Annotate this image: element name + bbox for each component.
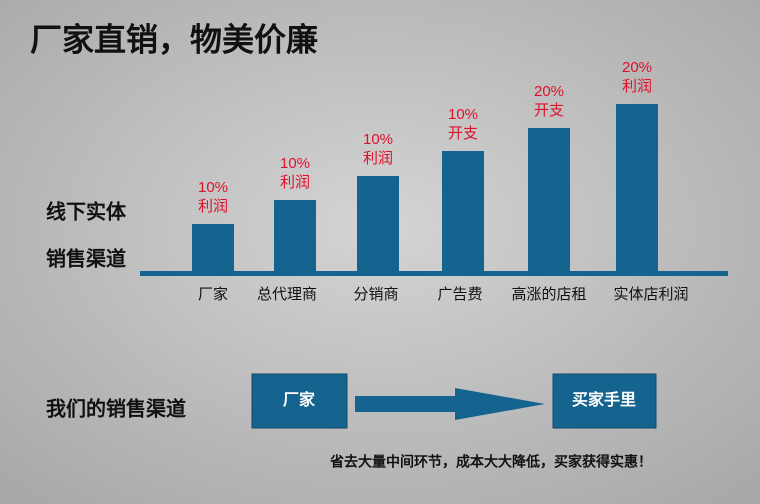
bar	[192, 224, 234, 273]
bar-percent: 10%	[198, 179, 228, 196]
from-label: 厂家	[283, 390, 316, 409]
category-label: 实体店利润	[613, 286, 688, 303]
bar	[357, 176, 399, 273]
category-label: 高涨的店租	[511, 286, 586, 303]
category-label: 总代理商	[257, 286, 317, 303]
footer: 省去大量中间环节，成本大大降低，买家获得实惠！	[329, 454, 652, 470]
bar-label: 利润	[622, 78, 652, 95]
bar-percent: 20%	[534, 83, 564, 100]
baseline	[140, 271, 728, 276]
bar-label: 利润	[280, 174, 310, 191]
bar	[528, 128, 570, 273]
to-box	[552, 373, 657, 429]
bar-label: 开支	[448, 125, 478, 142]
bar	[616, 104, 658, 273]
category-label: 厂家	[198, 286, 228, 303]
from-box	[251, 373, 348, 429]
bar-label: 利润	[198, 198, 228, 215]
bar-percent: 10%	[280, 155, 310, 172]
to-label: 买家手里	[572, 390, 636, 409]
bar-percent: 20%	[622, 59, 652, 76]
bar-label: 开支	[534, 102, 564, 119]
title: 厂家直销，物美价廉	[30, 21, 318, 57]
bar	[274, 200, 316, 273]
bar-percent: 10%	[448, 106, 478, 123]
category-label: 分销商	[353, 286, 398, 303]
arrow	[355, 388, 545, 420]
side-label: 销售渠道	[46, 246, 126, 270]
bar-percent: 10%	[363, 131, 393, 148]
side-label: 线下实体	[46, 199, 127, 223]
channel-label: 我们的销售渠道	[46, 396, 186, 420]
bar	[442, 151, 484, 273]
bar-label: 利润	[363, 150, 393, 167]
category-label: 广告费	[437, 286, 482, 303]
